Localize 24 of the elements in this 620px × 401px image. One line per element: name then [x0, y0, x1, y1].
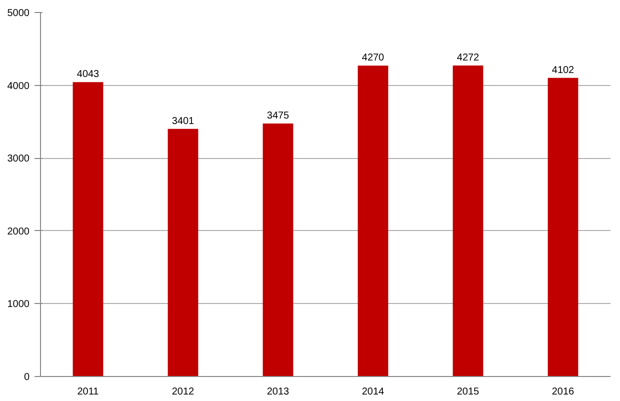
y-tick-label: 2000 — [7, 226, 30, 238]
data-label: 4270 — [362, 52, 385, 64]
bar — [358, 66, 388, 376]
data-label: 4272 — [456, 52, 480, 64]
bar — [452, 66, 484, 376]
x-tick-label: 2011 — [77, 386, 100, 398]
data-label: 4043 — [76, 69, 100, 80]
y-tick-label: 0 — [24, 372, 30, 383]
x-tick-label: 2013 — [266, 386, 290, 398]
y-tick-label: 1000 — [7, 299, 30, 310]
x-tick-label: 2014 — [362, 386, 385, 398]
x-tick-label: 2012 — [172, 386, 195, 398]
data-label: 4102 — [552, 64, 575, 76]
bar — [262, 124, 294, 376]
x-tick-label: 2015 — [456, 386, 480, 398]
y-tick-label: 4000 — [7, 80, 30, 92]
bar — [168, 128, 198, 376]
bar — [548, 78, 578, 376]
y-tick-label: 3000 — [7, 154, 30, 165]
data-label: 3401 — [172, 116, 195, 127]
x-tick-label: 2016 — [552, 386, 575, 398]
y-tick-label: 5000 — [7, 8, 30, 19]
bar — [72, 82, 104, 376]
data-label: 3475 — [266, 110, 290, 122]
